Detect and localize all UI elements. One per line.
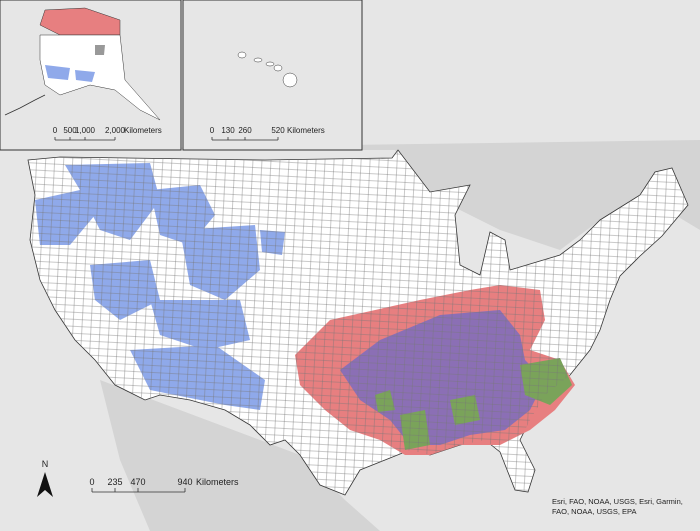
alaska-scale-bar (54, 137, 116, 141)
alaska-blue (75, 70, 95, 82)
scale-label: 520 (271, 126, 285, 135)
hawaii-islands (237, 51, 298, 88)
island (237, 51, 247, 59)
island (253, 57, 263, 63)
scale-unit: Kilometers (196, 477, 239, 487)
alaska-gray (95, 45, 105, 55)
scale-label: 0 (53, 126, 58, 135)
scale-unit: Kilometers (287, 126, 325, 135)
hawaii-scale-bar (211, 137, 279, 141)
scale-label: 260 (238, 126, 252, 135)
scale-label: 2,000 (105, 126, 126, 135)
canada-land (0, 140, 700, 250)
scale-label: 0 (210, 126, 215, 135)
scale-label: 940 (177, 477, 192, 487)
scale-bars (54, 137, 279, 493)
hawaii-inset (182, 0, 363, 151)
county-borders (28, 150, 688, 495)
mexico-land (100, 380, 380, 531)
north-label: N (42, 459, 49, 469)
scale-label: 1,000 (75, 126, 96, 135)
north-arrow (37, 472, 53, 497)
scale-unit: Kilometers (124, 126, 162, 135)
main-scale-bar (91, 488, 186, 493)
scale-label: 235 (107, 477, 122, 487)
attribution: Esri, FAO, NOAA, USGS, Esri, Garmin, FAO… (552, 497, 683, 516)
scale-label: 500 (63, 126, 77, 135)
scale-label: 130 (221, 126, 235, 135)
island (265, 61, 275, 67)
scale-label: 0 (89, 477, 94, 487)
alaska-blue (45, 65, 70, 80)
aleutians (4, 94, 46, 116)
scale-label: 470 (130, 477, 145, 487)
island (282, 72, 298, 88)
alaska-white (39, 34, 161, 121)
island (273, 64, 283, 72)
